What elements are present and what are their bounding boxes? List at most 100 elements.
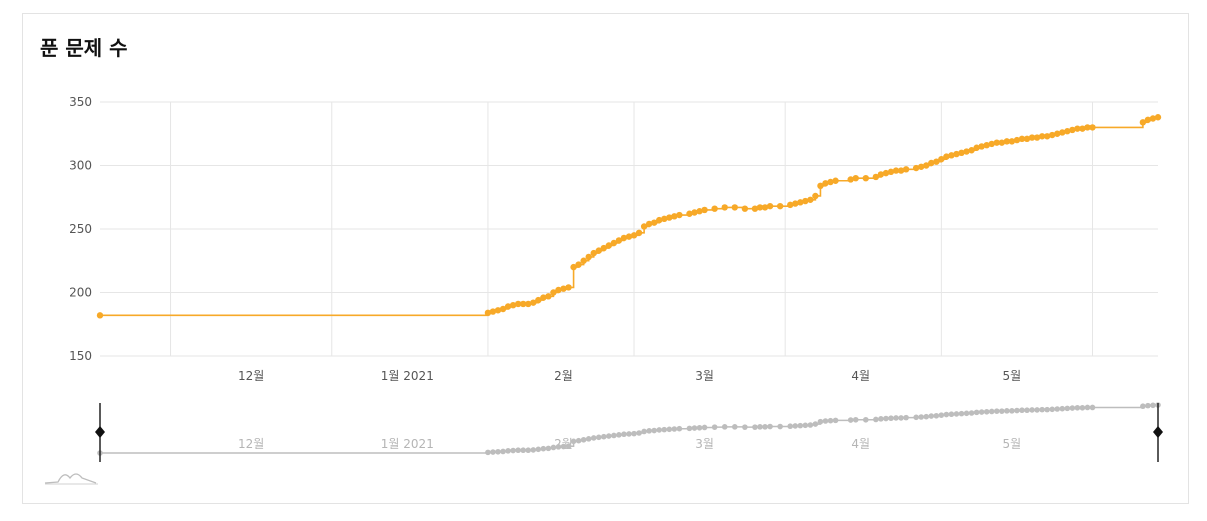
navigator-point <box>1034 407 1040 413</box>
navigator-point <box>983 408 990 415</box>
navigator-point <box>1140 403 1146 410</box>
data-point <box>711 205 718 212</box>
navigator-point <box>822 418 829 424</box>
navigator-point <box>873 416 879 423</box>
data-point <box>847 176 854 183</box>
data-point <box>676 211 683 219</box>
navigator-point <box>807 422 814 428</box>
range-handle-right[interactable] <box>1153 403 1163 462</box>
data-point <box>701 206 708 214</box>
data-point <box>565 284 572 291</box>
data-point <box>1084 124 1091 131</box>
navigator-point <box>742 424 748 430</box>
data-point <box>1028 134 1036 141</box>
navigator-point <box>1069 405 1076 411</box>
navigator-point <box>676 425 683 432</box>
navigator-point <box>928 413 935 419</box>
navigator-point <box>938 412 945 418</box>
data-point <box>640 223 648 230</box>
navigator-point <box>923 413 930 420</box>
navigator-point <box>988 408 995 415</box>
navigator-point <box>787 423 794 430</box>
data-point <box>978 143 985 150</box>
y-tick-label: 150 <box>69 349 92 363</box>
data-point <box>615 237 623 244</box>
data-point <box>520 300 527 308</box>
data-point <box>605 242 613 249</box>
chart-title: 푼 문제 수 <box>40 36 128 60</box>
data-point <box>535 296 542 304</box>
data-point <box>1059 129 1066 136</box>
navigator-point <box>721 424 728 430</box>
data-point <box>918 163 925 170</box>
navigator-point <box>1014 407 1020 414</box>
navigator-point <box>1084 404 1091 411</box>
data-point <box>96 312 104 319</box>
navigator-point <box>978 409 985 415</box>
data-point <box>650 219 658 226</box>
navigator-point <box>1150 402 1156 409</box>
navigator-point <box>963 410 970 417</box>
navigator-point <box>1064 405 1071 412</box>
navigator-point <box>565 443 572 450</box>
y-tick-label: 300 <box>69 159 92 173</box>
data-point <box>666 214 673 221</box>
navigator-point <box>1024 407 1030 414</box>
data-point <box>590 249 597 257</box>
data-point <box>696 208 703 215</box>
navigator-point <box>1059 405 1066 412</box>
data-point <box>530 299 537 306</box>
data-point <box>923 162 930 169</box>
data-point <box>691 209 698 216</box>
data-point <box>585 253 592 261</box>
data-point <box>625 233 633 240</box>
x-tick-label: 12월 <box>238 369 264 383</box>
navigator-point <box>732 424 738 430</box>
data-point <box>832 177 839 184</box>
navigator-point <box>953 411 960 417</box>
chart-preview-icon <box>44 473 98 485</box>
data-point <box>953 150 960 158</box>
x-tick-label: 1월 2021 <box>381 369 434 383</box>
navigator-point <box>545 445 552 452</box>
data-point <box>1023 135 1031 143</box>
series-layer <box>100 117 1159 317</box>
data-point <box>761 204 769 211</box>
data-point <box>509 302 517 309</box>
navigator-point <box>968 410 975 416</box>
data-point <box>1139 119 1147 126</box>
data-point <box>751 205 759 212</box>
data-point <box>630 232 638 239</box>
navigator-point <box>500 448 506 455</box>
navigator-point <box>948 411 955 418</box>
data-point <box>525 300 532 308</box>
data-point <box>570 263 577 271</box>
x-tick-label: 5월 <box>1003 369 1022 383</box>
navigator-point <box>626 431 632 437</box>
data-point <box>817 182 824 190</box>
navigator-tick-label: 12월 <box>238 437 264 451</box>
navigator-point <box>515 447 521 454</box>
navigator-point <box>701 424 708 431</box>
navigator-point <box>656 427 663 433</box>
x-tick-label: 4월 <box>851 369 870 383</box>
navigator-point <box>686 425 693 432</box>
y-tick-label: 200 <box>69 286 92 300</box>
range-handle-left[interactable] <box>95 403 105 462</box>
navigator-point <box>933 412 940 419</box>
navigator-point <box>590 435 597 441</box>
navigator-point <box>1009 408 1015 414</box>
navigator-point <box>913 414 919 421</box>
data-point <box>938 155 945 163</box>
data-point <box>792 200 799 207</box>
navigator-point <box>525 447 532 454</box>
navigator-point <box>505 448 511 454</box>
series-line <box>100 117 1159 317</box>
navigator-point <box>661 426 668 433</box>
data-point <box>787 201 794 209</box>
data-point <box>802 197 809 205</box>
data-point <box>902 166 910 173</box>
data-point <box>882 169 890 177</box>
navigator-point <box>832 417 839 424</box>
